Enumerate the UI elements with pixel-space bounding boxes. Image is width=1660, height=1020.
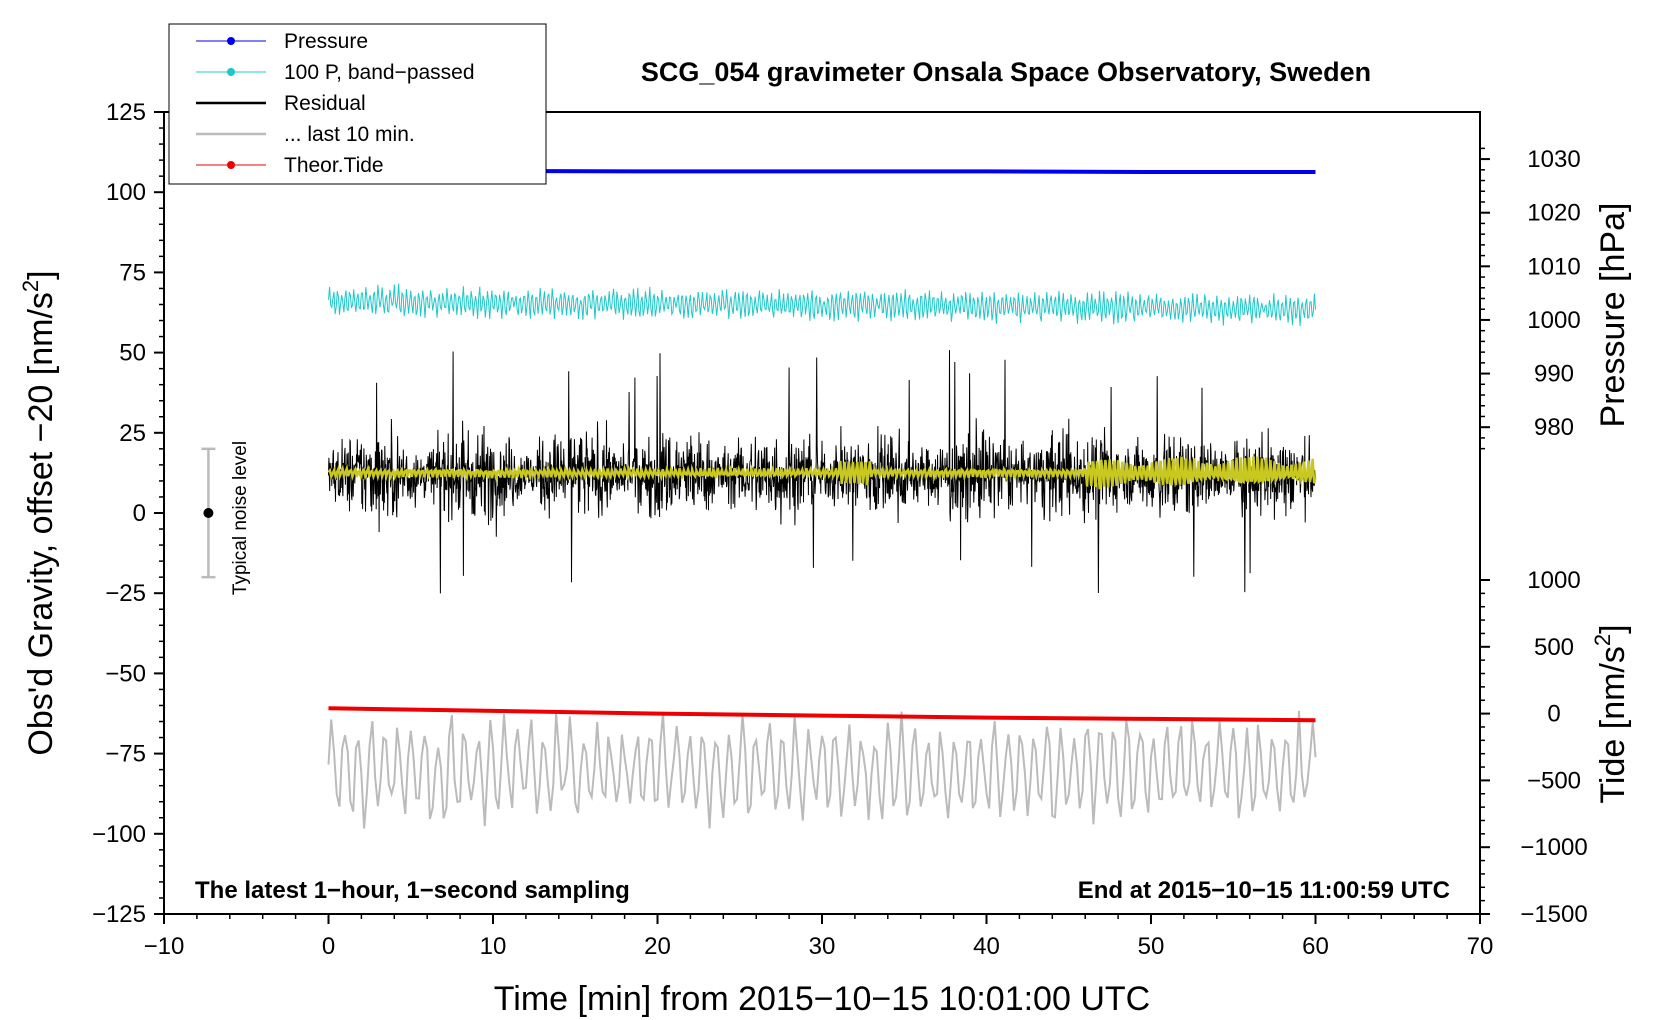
x-tick-label: 30 bbox=[809, 933, 836, 960]
x-tick-label: 70 bbox=[1467, 933, 1494, 960]
pressure-tick-label: 1030 bbox=[1527, 146, 1580, 173]
noise-bar-dot bbox=[203, 508, 214, 518]
series-residual-smoothed bbox=[327, 456, 1317, 490]
y-tick-label: 25 bbox=[119, 420, 146, 447]
tide-tick-label: 500 bbox=[1534, 634, 1574, 661]
pressure-tick-label: 990 bbox=[1534, 361, 1574, 388]
x-tick-label: 50 bbox=[1138, 933, 1165, 960]
tide-tick-label: −500 bbox=[1527, 767, 1581, 794]
legend-label: Theor.Tide bbox=[284, 154, 384, 177]
y-tick-label: 125 bbox=[106, 99, 146, 126]
tide-axis-title-sup: 2 bbox=[1590, 634, 1615, 646]
x-tick-label: 10 bbox=[480, 933, 507, 960]
pressure-axis-title: Pressure [hPa] bbox=[1594, 203, 1632, 428]
y-axis-title-main: Obs'd Gravity, offset −20 [nm/s bbox=[22, 292, 60, 755]
chart-title: SCG_054 gravimeter Onsala Space Observat… bbox=[641, 57, 1371, 87]
pressure-tick-label: 1020 bbox=[1527, 200, 1580, 227]
y-tick-label: −50 bbox=[105, 660, 146, 687]
noise-bar bbox=[201, 447, 216, 579]
tide-tick-label: −1500 bbox=[1520, 901, 1587, 928]
y-axis-gravity: 125 100 75 50 25 0 −25 −50 −75 −100 −125 bbox=[92, 99, 164, 928]
annotation-left: The latest 1−hour, 1−second sampling bbox=[195, 877, 630, 904]
tide-tick-label: 1000 bbox=[1527, 567, 1580, 594]
y-tick-label: 75 bbox=[119, 259, 146, 286]
legend-label: Pressure bbox=[284, 30, 368, 53]
pressure-tick-label: 1000 bbox=[1527, 307, 1580, 334]
x-tick-label: 40 bbox=[973, 933, 1000, 960]
series-last-10-min bbox=[327, 710, 1317, 829]
tide-tick-label: 0 bbox=[1547, 701, 1560, 728]
y-tick-label: 0 bbox=[133, 500, 146, 527]
x-axis: −10 0 10 20 30 40 50 60 70 bbox=[144, 914, 1494, 960]
y-axis-pressure: 1030 1020 1010 1000 990 980 bbox=[1480, 146, 1581, 450]
tide-axis-title-main: Tide [nm/s bbox=[1594, 646, 1632, 803]
series-theor-tide bbox=[328, 706, 1316, 723]
legend-marker bbox=[227, 161, 235, 169]
legend-label: 100 P, band−passed bbox=[284, 61, 475, 84]
y-tick-label: −25 bbox=[105, 580, 146, 607]
y-tick-label: 50 bbox=[119, 340, 146, 367]
x-tick-label: 60 bbox=[1302, 933, 1329, 960]
series-residual bbox=[328, 350, 1316, 594]
series-band-passed bbox=[328, 283, 1316, 327]
legend-label: ... last 10 min. bbox=[284, 123, 415, 146]
annotation-right: End at 2015−10−15 11:00:59 UTC bbox=[1078, 877, 1450, 904]
tide-axis-title-tail: ] bbox=[1594, 624, 1632, 633]
legend-marker bbox=[227, 37, 235, 45]
y-axis-title: Obs'd Gravity, offset −20 [nm/s2] bbox=[18, 270, 60, 755]
tide-tick-label: −1000 bbox=[1520, 834, 1587, 861]
legend-label: Residual bbox=[284, 92, 366, 115]
x-tick-label: 20 bbox=[644, 933, 671, 960]
y-axis-title-tail: ] bbox=[22, 270, 60, 279]
x-axis-title: Time [min] from 2015−10−15 10:01:00 UTC bbox=[494, 980, 1150, 1018]
legend-marker bbox=[227, 68, 235, 76]
pressure-tick-label: 1010 bbox=[1527, 253, 1580, 280]
tide-axis-title: Tide [nm/s2] bbox=[1590, 624, 1632, 803]
y-axis-tide: 1000 500 0 −500 −1000 −1500 bbox=[1480, 567, 1588, 928]
y-axis-title-sup: 2 bbox=[18, 280, 43, 292]
pressure-tick-label: 980 bbox=[1534, 414, 1574, 441]
noise-label: Typical noise level bbox=[230, 441, 251, 595]
x-tick-label: 0 bbox=[322, 933, 335, 960]
y-tick-label: −75 bbox=[105, 741, 146, 768]
y-tick-label: 100 bbox=[106, 179, 146, 206]
x-tick-label: −10 bbox=[144, 933, 185, 960]
y-tick-label: −125 bbox=[92, 901, 146, 928]
y-tick-label: −100 bbox=[92, 821, 146, 848]
legend: Pressure 100 P, band−passed Residual ... la… bbox=[168, 23, 547, 185]
